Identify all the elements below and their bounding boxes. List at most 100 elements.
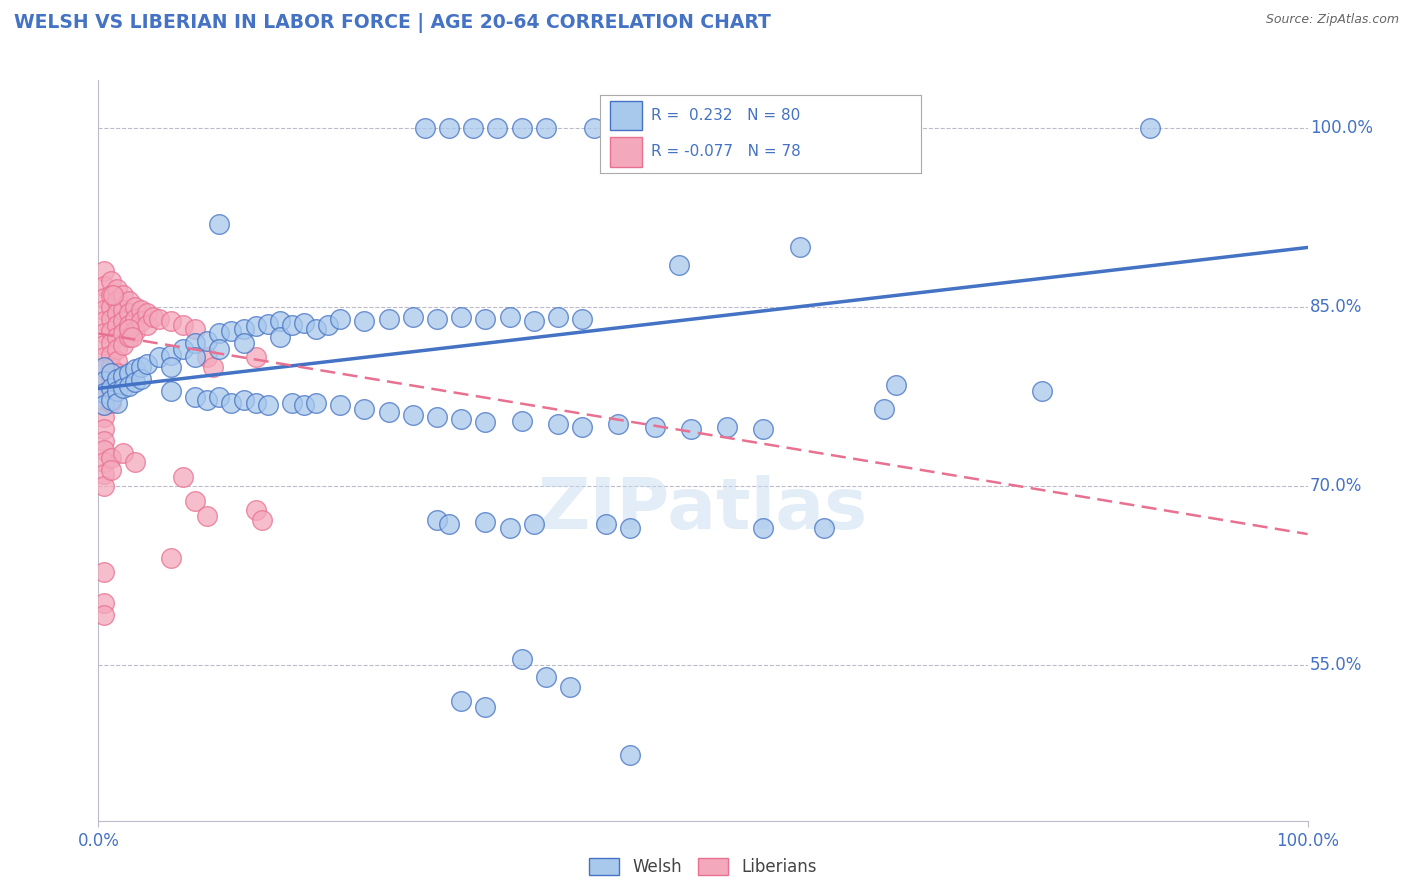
Point (160, 348, 183, 362)
Point (184, 336, 207, 351)
Point (101, 288, 124, 302)
Point (571, 419, 593, 434)
Point (523, 314, 546, 328)
Point (111, 369, 134, 384)
Point (93, 291, 115, 305)
Point (510, 414, 533, 428)
Point (93, 596, 115, 610)
Point (607, 417, 630, 432)
Point (426, 513, 449, 527)
Point (752, 422, 775, 436)
Point (124, 300, 146, 314)
Point (281, 318, 304, 332)
Point (118, 379, 141, 393)
Point (232, 336, 254, 351)
Point (105, 330, 128, 344)
Point (195, 334, 218, 348)
Point (93, 386, 115, 401)
Point (93, 302, 115, 317)
Point (129, 359, 152, 374)
Point (100, 324, 122, 338)
Point (129, 302, 152, 317)
Point (100, 462, 122, 476)
Point (111, 338, 134, 352)
Point (195, 509, 218, 524)
Point (250, 513, 273, 527)
Point (245, 503, 267, 517)
Point (619, 747, 641, 762)
Point (353, 401, 375, 416)
Point (100, 366, 122, 380)
Point (208, 217, 231, 231)
Point (208, 390, 231, 404)
Point (232, 321, 254, 335)
Point (789, 240, 811, 254)
Point (160, 384, 183, 398)
Point (93, 314, 115, 328)
Point (269, 314, 291, 328)
Text: WELSH VS LIBERIAN IN LABOR FORCE | AGE 20-64 CORRELATION CHART: WELSH VS LIBERIAN IN LABOR FORCE | AGE 2… (14, 13, 770, 33)
Point (105, 384, 128, 398)
Point (93, 351, 115, 365)
Point (510, 652, 533, 666)
Point (269, 330, 291, 344)
Point (93, 264, 115, 278)
Point (135, 306, 157, 320)
Point (118, 318, 141, 332)
Point (105, 306, 128, 320)
Point (111, 326, 134, 341)
Point (232, 393, 254, 408)
Point (195, 393, 218, 408)
Point (100, 359, 122, 374)
Text: 70.0%: 70.0% (1310, 477, 1362, 495)
Point (100, 288, 122, 302)
Point (172, 469, 194, 483)
Point (202, 359, 225, 374)
Point (93, 374, 115, 388)
Point (377, 405, 399, 419)
Point (245, 395, 267, 409)
Point (402, 408, 425, 422)
Point (450, 412, 472, 426)
Point (118, 306, 141, 320)
Point (93, 410, 115, 425)
Point (413, 121, 436, 136)
Point (534, 121, 557, 136)
Point (172, 342, 194, 356)
Point (105, 366, 128, 380)
Point (105, 354, 128, 368)
Point (160, 314, 183, 328)
Point (245, 319, 267, 334)
Point (93, 362, 115, 376)
Point (118, 294, 141, 309)
Point (100, 450, 122, 465)
Point (93, 422, 115, 436)
Point (100, 300, 122, 314)
Point (100, 372, 122, 386)
Point (184, 351, 207, 365)
Point (329, 312, 352, 326)
Point (93, 398, 115, 412)
Point (547, 417, 569, 432)
Point (93, 398, 115, 412)
Point (474, 700, 496, 714)
Point (583, 121, 606, 136)
Point (437, 121, 460, 136)
Text: 85.0%: 85.0% (1310, 298, 1362, 316)
Point (316, 318, 339, 332)
Point (402, 310, 425, 324)
Point (124, 362, 146, 376)
Point (256, 317, 278, 331)
Point (111, 446, 134, 460)
Point (105, 282, 128, 296)
Point (100, 348, 122, 362)
Point (498, 310, 520, 324)
Point (129, 372, 152, 386)
Point (329, 398, 352, 412)
Text: Source: ZipAtlas.com: Source: ZipAtlas.com (1265, 13, 1399, 27)
Point (208, 326, 231, 341)
Point (426, 312, 449, 326)
Point (111, 314, 134, 328)
Point (523, 517, 546, 532)
Point (184, 321, 207, 335)
